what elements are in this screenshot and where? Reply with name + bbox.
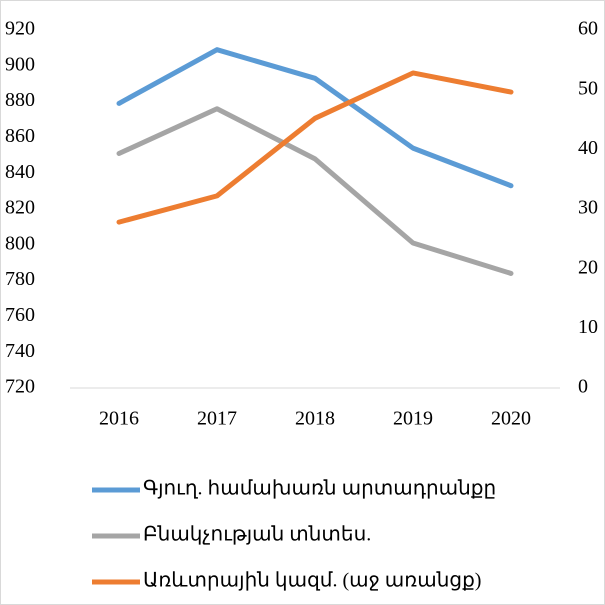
y2-tick-label: 30 xyxy=(578,197,598,219)
y-tick-label: 900 xyxy=(5,53,35,75)
x-tick-label: 2016 xyxy=(99,408,139,430)
x-tick-label: 2018 xyxy=(295,408,335,430)
x-tick-label: 2019 xyxy=(393,408,433,430)
y-tick-label: 840 xyxy=(5,161,35,183)
y-tick-label: 880 xyxy=(5,89,35,111)
y-tick-label: 780 xyxy=(5,268,35,290)
series-line xyxy=(116,106,514,276)
legend-label: Առևտրային կազմ. (աջ առանցք) xyxy=(143,570,481,592)
y-tick-label: 860 xyxy=(5,125,35,147)
y2-tick-label: 20 xyxy=(578,256,598,278)
y2-tick-label: 0 xyxy=(578,376,588,398)
y2-tick-label: 60 xyxy=(578,18,598,40)
y-tick-label: 740 xyxy=(5,340,35,362)
x-tick-label: 2020 xyxy=(491,408,531,430)
y-tick-label: 720 xyxy=(5,376,35,398)
y-tick-label: 920 xyxy=(5,18,35,40)
legend-label: Բնակչության տնտես. xyxy=(143,524,371,546)
y-tick-label: 820 xyxy=(5,197,35,219)
y2-tick-label: 40 xyxy=(578,137,598,159)
legend-label: Գյուղ. համախառն արտադրանքը xyxy=(143,478,496,500)
series-line xyxy=(116,70,514,225)
series-line xyxy=(116,47,514,189)
y-tick-label: 800 xyxy=(5,232,35,254)
y2-tick-label: 10 xyxy=(578,316,598,338)
y2-tick-label: 50 xyxy=(578,77,598,99)
x-tick-label: 2017 xyxy=(197,408,237,430)
y-tick-label: 760 xyxy=(5,304,35,326)
